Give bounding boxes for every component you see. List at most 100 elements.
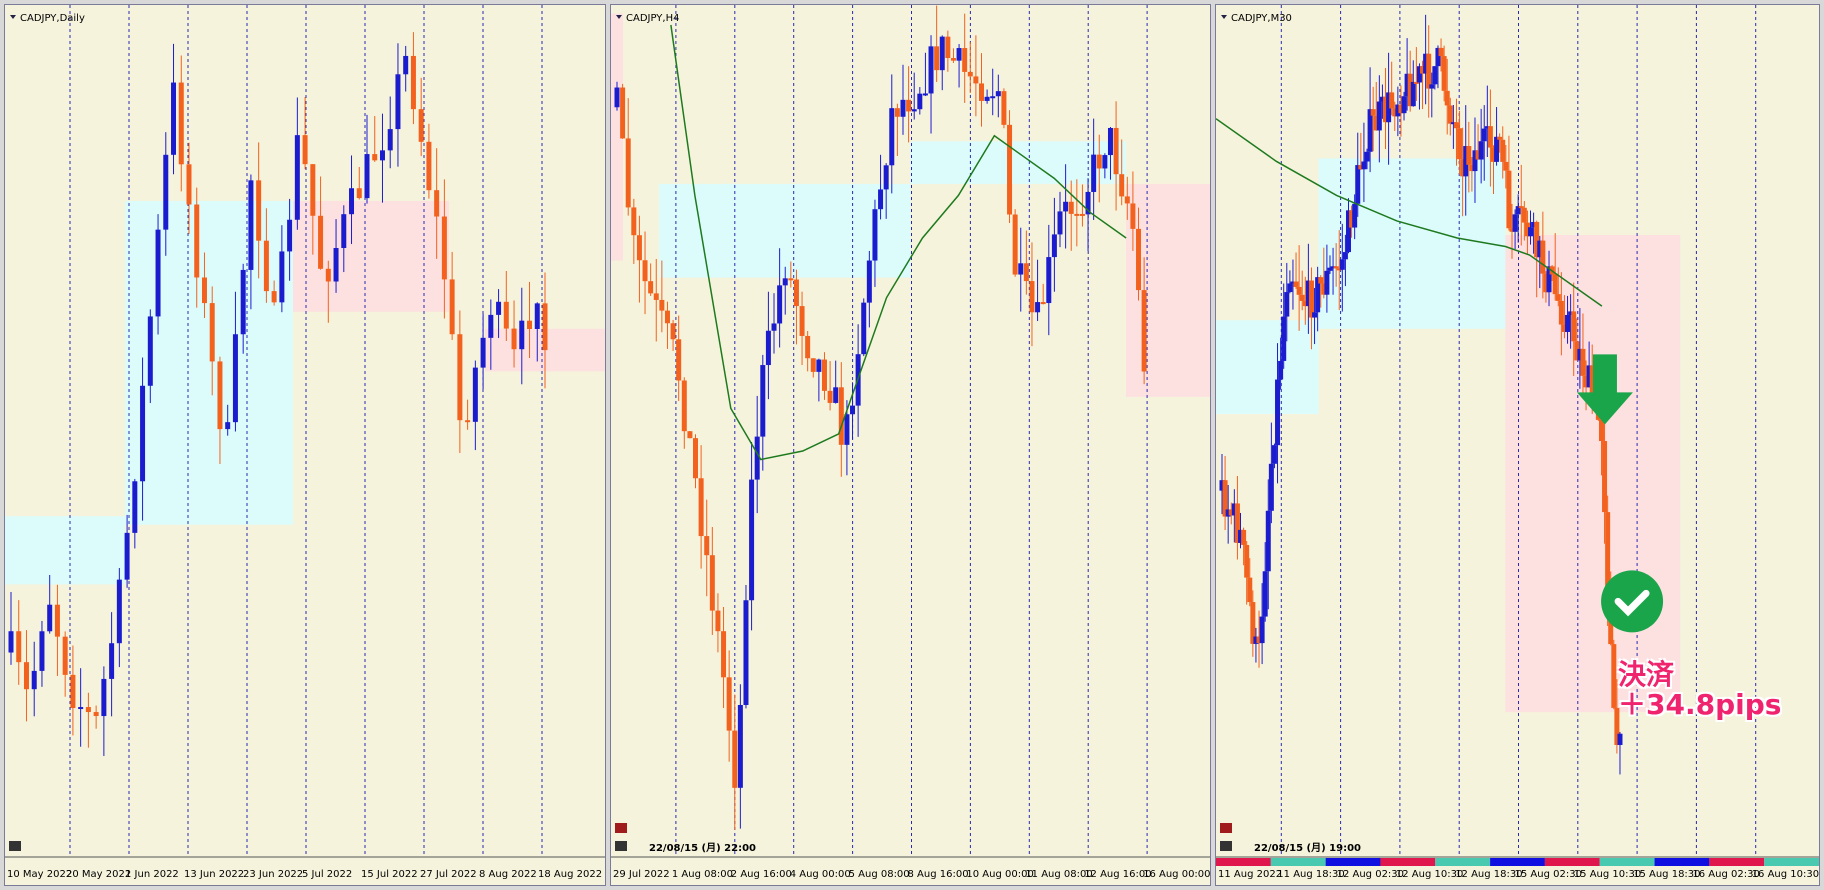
candle-body (1386, 92, 1392, 123)
candle-body (1558, 300, 1564, 325)
candle-body (698, 478, 704, 537)
candle-body (956, 48, 962, 61)
candle-body (1079, 213, 1085, 216)
candle-body (318, 215, 324, 269)
candle-body (1271, 445, 1277, 464)
close-icon (615, 823, 627, 833)
candle-body (472, 367, 478, 422)
candle-body (449, 279, 455, 335)
candle-body (636, 235, 642, 261)
x-axis-label: 15 Jul 2022 (361, 869, 418, 880)
candle-body (1407, 73, 1413, 107)
timestamp: 22/08/15 (月) 19:00 (1254, 842, 1361, 854)
candle-body (743, 600, 749, 705)
candle-body (917, 93, 923, 110)
candle-body (1472, 150, 1478, 172)
candle-body (1119, 174, 1125, 197)
session-bar (1764, 858, 1819, 866)
candle-body (1555, 294, 1561, 301)
candle-body (844, 414, 850, 445)
candle-body (962, 48, 968, 72)
candle-body (1244, 544, 1250, 578)
candle-body (1509, 228, 1515, 232)
candle-body (1586, 365, 1592, 388)
candle-body (379, 150, 385, 161)
candle-body (1490, 147, 1496, 162)
candle-body (821, 359, 827, 391)
candle-body (1113, 127, 1119, 175)
candle-body (754, 436, 760, 480)
candle-body (1238, 529, 1244, 543)
candle-body (62, 636, 68, 675)
candle-body (1561, 324, 1567, 332)
candle-body (771, 323, 777, 331)
candle-body (1466, 146, 1472, 165)
candle-body (928, 46, 934, 94)
candle-body (765, 330, 771, 366)
candle-body (201, 277, 207, 304)
tool-icon (615, 841, 627, 851)
candle-body (1392, 108, 1398, 117)
chart-window: 10 May 2022 20 May 2022 1 Jun 2022 13 Jun 2… (4, 4, 606, 886)
candle-body (85, 707, 91, 713)
candle-body (648, 281, 654, 294)
candle-body (395, 74, 401, 130)
candle-body (225, 422, 231, 430)
x-axis-label: 12 Aug 10:30 (1396, 869, 1463, 880)
tool-icon (9, 841, 21, 851)
x-axis-label: 27 Jul 2022 (420, 869, 477, 880)
candle-body (287, 219, 293, 252)
candle-body (861, 302, 867, 355)
candle-body (1457, 128, 1463, 160)
candle-body (732, 730, 738, 788)
candle-body (1500, 139, 1506, 162)
x-axis-label: 29 Jul 2022 (613, 869, 670, 880)
candle-body (70, 674, 76, 709)
candle-body (850, 405, 856, 415)
candle-body (872, 209, 878, 261)
candle-body (109, 643, 115, 679)
candle-body (788, 278, 794, 281)
candle-body (625, 138, 631, 208)
session-bar (1709, 858, 1765, 866)
session-bar (1490, 858, 1545, 866)
x-axis-label: 18 Aug 2022 (538, 869, 602, 880)
candle-body (47, 604, 53, 632)
candle-body (1481, 128, 1487, 142)
x-axis-label: 10 Aug 00:00 (966, 869, 1033, 880)
timestamp: 22/08/15 (月) 22:00 (649, 842, 756, 854)
candle-body (1012, 214, 1018, 275)
candle-body (1256, 636, 1262, 644)
x-axis-label: 12 Aug 02:30 (1337, 869, 1404, 880)
candle-body (1074, 213, 1080, 216)
candle-body (372, 154, 378, 161)
candle-body (1063, 201, 1069, 212)
candle-body (1096, 154, 1102, 169)
candle-body (480, 337, 486, 368)
candle-body (1234, 503, 1240, 543)
candle-body (542, 303, 548, 351)
candle-body (967, 71, 973, 77)
candle-body (1423, 53, 1429, 74)
candle-body (441, 216, 447, 280)
candle-body (1315, 277, 1321, 313)
candle-body (1583, 375, 1589, 388)
candle-body (39, 631, 45, 671)
candle-body (349, 188, 355, 215)
candle-body (670, 323, 676, 340)
title-arrow (616, 15, 622, 19)
candle-body (911, 109, 917, 112)
candle-body (1324, 270, 1330, 295)
candle-body (1435, 47, 1441, 67)
candle-body (1416, 66, 1422, 83)
candle-body (1376, 101, 1382, 131)
candle-body (693, 438, 699, 479)
candle-body (833, 387, 839, 403)
session-bar (1325, 858, 1381, 866)
candle-body (1577, 348, 1583, 361)
candle-body (749, 479, 755, 601)
moving-average (1216, 118, 1603, 307)
candle-body (341, 214, 347, 249)
candle-body (527, 320, 533, 329)
candle-body (1589, 365, 1595, 398)
